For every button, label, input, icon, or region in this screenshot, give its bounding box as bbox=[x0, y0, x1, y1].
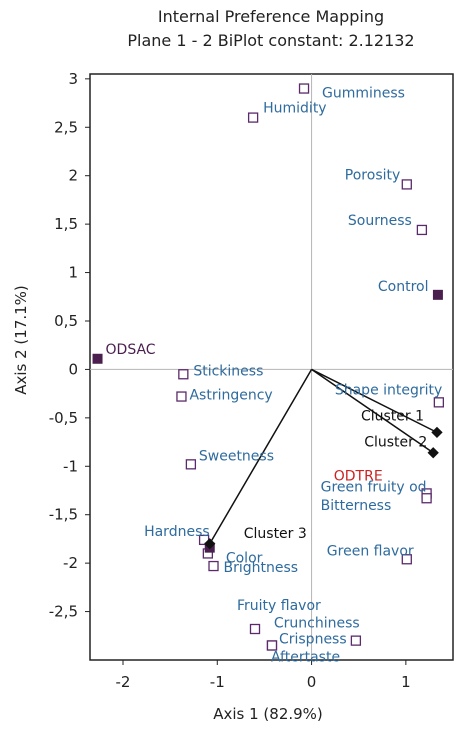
attribute-marker bbox=[401, 554, 412, 565]
attribute-label: Gumminess bbox=[322, 86, 405, 102]
x-axis-label: Axis 1 (82.9%) bbox=[213, 705, 323, 723]
attribute-marker bbox=[249, 623, 261, 635]
cluster-marker bbox=[427, 447, 439, 459]
attribute-label: Brightness bbox=[224, 560, 299, 576]
product-label: ODSAC bbox=[106, 342, 156, 358]
y-tick-label: 3 bbox=[68, 70, 78, 88]
attribute-label: Fruity flavor bbox=[237, 598, 321, 614]
attribute-label: Bitterness bbox=[321, 498, 392, 514]
attribute-marker bbox=[176, 391, 187, 402]
attribute-marker bbox=[416, 224, 428, 236]
chart-subtitle: Plane 1 - 2 BiPlot constant: 2.12132 bbox=[127, 31, 414, 50]
attribute-marker bbox=[266, 640, 278, 651]
y-tick-label: 2 bbox=[68, 167, 78, 185]
attribute-label: Crunchiness bbox=[274, 616, 360, 632]
cluster-vector-line bbox=[311, 368, 434, 454]
y-tick-label: 0,5 bbox=[54, 312, 78, 330]
cluster-label: Cluster 1 bbox=[361, 408, 424, 424]
cluster-label: Cluster 3 bbox=[244, 526, 307, 542]
cluster-marker bbox=[431, 426, 443, 439]
chart-title: Internal Preference Mapping bbox=[158, 7, 384, 26]
attribute-label: Sweetness bbox=[199, 448, 274, 464]
attribute-label: Crispness bbox=[279, 631, 347, 647]
cluster-marker bbox=[204, 538, 216, 550]
x-tick-label: 0 bbox=[307, 673, 317, 691]
attribute-marker bbox=[208, 560, 219, 572]
attribute-label: Astringency bbox=[189, 388, 272, 404]
attribute-label: Green fruity od bbox=[321, 479, 427, 495]
y-tick-label: 2,5 bbox=[54, 118, 78, 136]
x-tick-label: 1 bbox=[401, 673, 411, 691]
y-axis-label: Axis 2 (17.1%) bbox=[12, 285, 30, 395]
attribute-label: Stickiness bbox=[193, 363, 263, 379]
product-marker bbox=[92, 353, 103, 364]
product-label: ODTRE bbox=[334, 469, 383, 485]
attribute-marker bbox=[350, 635, 362, 646]
attribute-label: Green flavor bbox=[327, 543, 414, 559]
attribute-label: Shape integrity bbox=[335, 382, 442, 398]
y-tick-label: 1 bbox=[68, 264, 78, 282]
y-tick-label: 0 bbox=[68, 360, 78, 378]
attribute-label: Hardness bbox=[144, 524, 210, 540]
attribute-label: Color bbox=[226, 550, 263, 566]
attribute-marker bbox=[401, 179, 412, 190]
attribute-marker bbox=[247, 112, 259, 123]
plot-frame bbox=[89, 73, 454, 661]
y-tick-label: -2,5 bbox=[49, 603, 78, 621]
attribute-label: Humidity bbox=[263, 101, 326, 117]
y-tick-label: -2 bbox=[63, 554, 78, 572]
cluster-vector-line bbox=[209, 369, 313, 545]
attribute-label: Porosity bbox=[345, 167, 400, 183]
y-tick-label: 1,5 bbox=[54, 215, 78, 233]
product-label: Control bbox=[378, 279, 429, 295]
attribute-label: Aftertaste bbox=[271, 649, 340, 665]
attribute-marker bbox=[178, 369, 189, 380]
axis-ticks: 3 2,5 2 1,5 1 0,5 0 -0,5 -1 -1,5 -2 -2,5 -2 -1 0 1 bbox=[49, 70, 411, 691]
attribute-marker bbox=[298, 83, 310, 94]
attribute-marker bbox=[185, 459, 197, 470]
reference-lines bbox=[90, 74, 453, 660]
y-tick-label: -0,5 bbox=[49, 409, 78, 427]
product-marker bbox=[432, 289, 443, 300]
cluster-vectors bbox=[209, 368, 438, 545]
x-tick-label: -2 bbox=[116, 673, 131, 691]
y-tick-label: -1,5 bbox=[49, 506, 78, 524]
y-tick-label: -1 bbox=[63, 457, 78, 475]
attribute-marker bbox=[433, 397, 445, 408]
attribute-marker bbox=[421, 493, 432, 504]
attribute-label: Sourness bbox=[348, 213, 412, 229]
cluster-vector-line bbox=[311, 368, 438, 434]
cluster-label: Cluster 2 bbox=[364, 435, 427, 451]
x-tick-label: -1 bbox=[210, 673, 225, 691]
